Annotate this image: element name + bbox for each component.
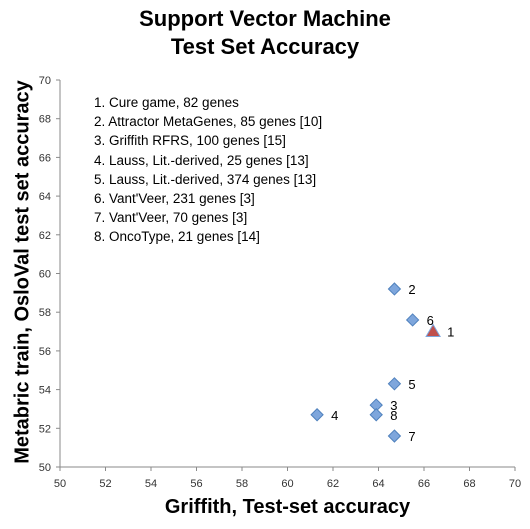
x-tick-label: 60 <box>281 478 293 490</box>
data-point-diamond <box>369 408 383 422</box>
legend-entry: 3. Griffith RFRS, 100 genes [15] <box>94 133 286 149</box>
legend-entry: 4. Lauss, Lit.-derived, 25 genes [13] <box>94 152 309 168</box>
y-tick-label: 68 <box>39 114 51 126</box>
y-tick-label: 60 <box>39 269 51 281</box>
chart-title-line-2: Test Set Accuracy <box>170 34 360 59</box>
x-tick-label: 70 <box>509 478 521 490</box>
x-axis-label: Griffith, Test-set accuracy <box>164 496 411 518</box>
data-point-triangle <box>425 323 441 338</box>
x-tick-label: 68 <box>463 478 475 490</box>
y-tick-label: 50 <box>39 462 51 474</box>
y-axis-label: Metabric train, OsloVal test set accurac… <box>11 80 34 464</box>
data-point-label: 3 <box>390 398 397 413</box>
x-tick-label: 54 <box>145 478 157 490</box>
data-point-label: 2 <box>408 282 415 297</box>
y-tick-label: 58 <box>39 307 51 319</box>
data-point-label: 7 <box>408 429 415 444</box>
legend: 1. Cure game, 82 genes 2. Attractor Meta… <box>94 93 322 247</box>
y-tick-label: 64 <box>39 191 51 203</box>
x-tick-label: 62 <box>327 478 339 490</box>
data-point-label: 8 <box>390 408 397 423</box>
legend-entry: 5. Lauss, Lit.-derived, 374 genes [13] <box>94 171 317 187</box>
x-tick-label: 52 <box>99 478 111 490</box>
data-point-diamond <box>310 408 324 422</box>
data-point-label: 1 <box>447 325 454 340</box>
y-tick-label: 52 <box>39 423 51 435</box>
x-tick-label: 66 <box>418 478 430 490</box>
legend-entry: 6. Vant'Veer, 231 genes [3] <box>94 191 255 207</box>
y-tick-label: 56 <box>39 346 51 358</box>
legend-entry: 7. Vant'Veer, 70 genes [3] <box>94 210 248 226</box>
y-tick-label: 66 <box>39 152 51 164</box>
data-point-diamond <box>405 313 420 327</box>
y-tick-label: 70 <box>39 75 51 87</box>
y-tick-label: 62 <box>39 230 51 242</box>
data-point-label: 4 <box>331 408 338 423</box>
x-tick-label: 58 <box>236 478 248 490</box>
data-point-diamond <box>387 282 402 296</box>
x-tick-label: 50 <box>54 478 66 490</box>
data-point-label: 6 <box>427 313 434 328</box>
x-tick-label: 64 <box>372 478 384 490</box>
data-point-diamond <box>387 377 402 391</box>
legend-entry: 8. OncoType, 21 genes [14] <box>94 229 260 245</box>
chart-title-line-1: Support Vector Machine <box>139 6 391 31</box>
data-point-diamond <box>387 429 402 443</box>
legend-entry: 2. Attractor MetaGenes, 85 genes [10] <box>94 114 323 130</box>
legend-entry: 1. Cure game, 82 genes <box>94 95 239 110</box>
data-point-label: 5 <box>408 377 415 392</box>
y-tick-label: 54 <box>39 385 51 397</box>
x-tick-label: 56 <box>190 478 202 490</box>
